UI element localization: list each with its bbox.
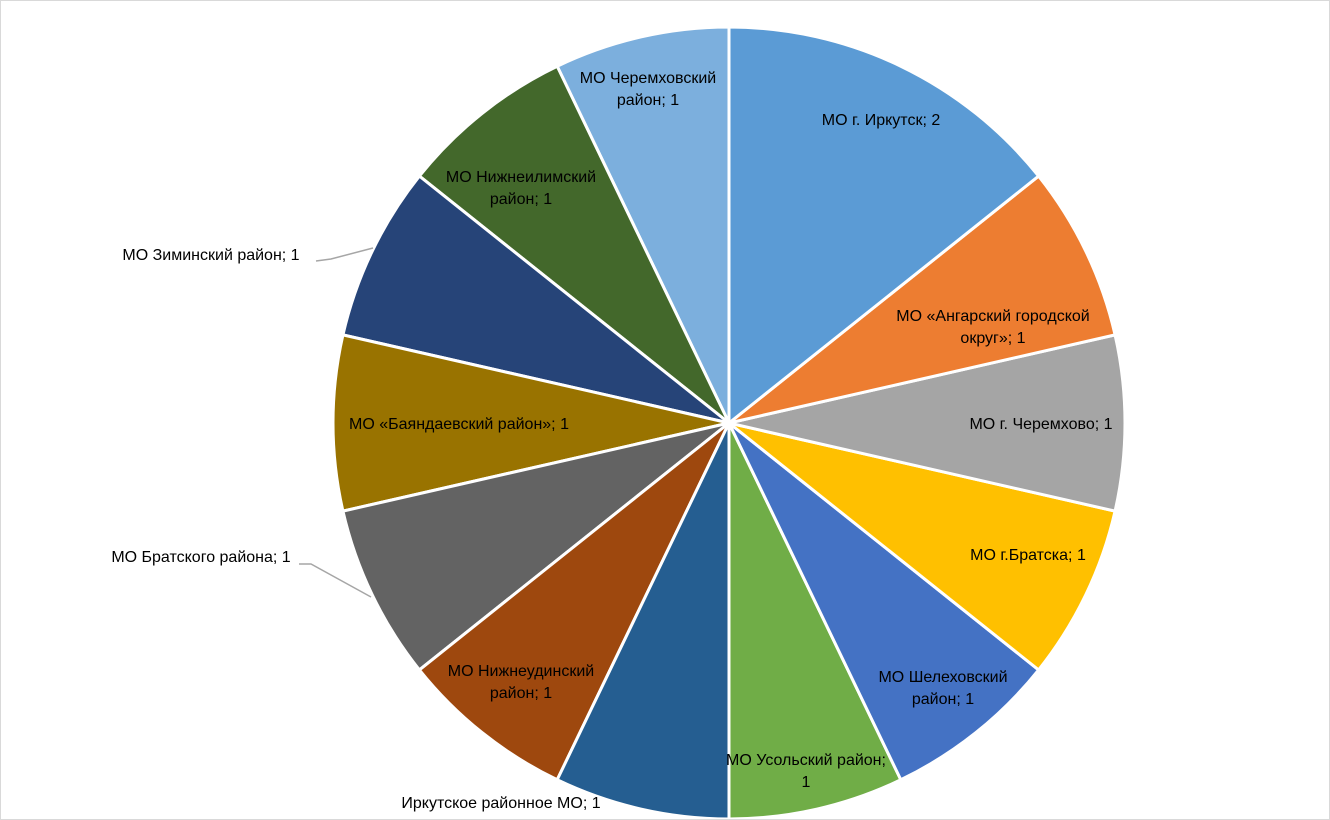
data-label: МО г.Братска; 1	[970, 547, 1086, 564]
pie-slice	[727, 421, 1041, 782]
data-label: МО Зиминский район; 1	[122, 247, 300, 264]
pie-slice	[728, 421, 1117, 673]
data-label: МО «Ангарский городской округ»; 1	[896, 308, 1090, 347]
pie-slice	[728, 333, 1127, 513]
pie-slice	[728, 173, 1117, 425]
data-label: МО Нижнеилимский район; 1	[445, 169, 597, 208]
data-label: Иркутское районное МО; 1	[401, 795, 601, 812]
pie-slice	[331, 333, 730, 513]
data-label: МО «Баяндаевский район»; 1	[349, 416, 569, 433]
pie-slice	[417, 421, 731, 782]
pie-slice	[555, 25, 731, 424]
data-label: МО Шелеховский район; 1	[878, 669, 1008, 708]
data-label: МО г. Черемхово; 1	[969, 416, 1113, 433]
data-label: МО Нижнеудинский район; 1	[447, 663, 595, 702]
data-label: МО г. Иркутск; 2	[821, 112, 941, 129]
leader-line	[315, 247, 374, 262]
pie-slice	[727, 422, 903, 819]
pie-slice	[555, 422, 731, 819]
data-label: МО Братского района; 1	[111, 549, 291, 566]
data-label: МО Черемховский район; 1	[579, 70, 717, 109]
pie-slice	[341, 421, 730, 673]
leader-line	[299, 563, 372, 598]
data-label: МО Усольский район; 1	[726, 752, 886, 791]
pie-slice	[417, 64, 731, 425]
pie-slice	[341, 173, 730, 425]
pie-slice	[727, 25, 1041, 427]
